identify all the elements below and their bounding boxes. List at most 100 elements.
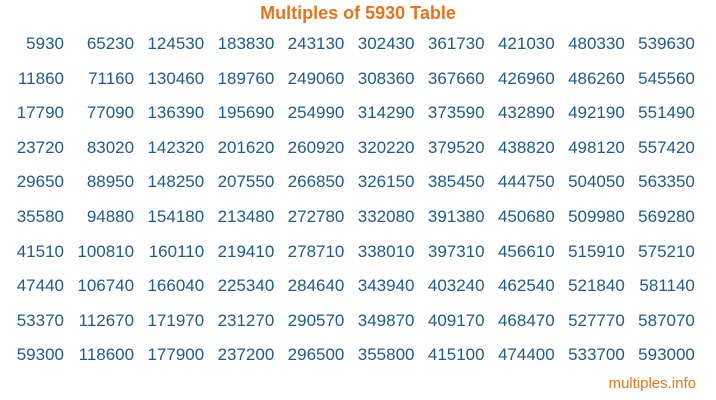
table-cell: 332080 — [357, 207, 415, 226]
table-cell: 444750 — [497, 172, 555, 192]
table-cell: 237200 — [217, 345, 275, 365]
table-cell: 249060 — [287, 68, 345, 88]
table-cell: 213480 — [217, 207, 275, 226]
table-cell: 450680 — [497, 207, 555, 226]
site-link[interactable]: multiples.info — [608, 375, 696, 392]
table-cell: 284640 — [287, 276, 345, 296]
table-cell: 195690 — [217, 103, 275, 123]
table-cell: 71160 — [88, 68, 135, 88]
table-cell: 539630 — [638, 34, 695, 53]
table-cell: 432890 — [497, 103, 555, 123]
table-cell: 219410 — [217, 241, 275, 261]
table-cell: 154180 — [147, 207, 205, 226]
table-cell: 593000 — [638, 345, 695, 365]
table-cell: 569280 — [638, 207, 695, 226]
table-cell: 480330 — [568, 34, 625, 53]
table-cell: 112670 — [78, 310, 135, 330]
table-cell: 207550 — [217, 172, 275, 192]
table-cell: 254990 — [287, 103, 345, 123]
table-cell: 551490 — [638, 103, 695, 123]
table-cell: 17790 — [16, 103, 64, 123]
table-cell: 106740 — [77, 276, 135, 296]
table-cell: 308360 — [357, 68, 415, 88]
table-cell: 581140 — [639, 276, 695, 296]
table-cell: 468470 — [497, 310, 555, 330]
table-cell: 338010 — [357, 241, 415, 261]
table-cell: 302430 — [357, 34, 415, 53]
table-cell: 426960 — [497, 68, 555, 88]
table-cell: 326150 — [357, 172, 415, 192]
table-cell: 373590 — [427, 103, 485, 123]
table-cell: 272780 — [287, 207, 345, 226]
table-cell: 59300 — [16, 345, 64, 365]
table-cell: 314290 — [357, 103, 415, 123]
table-cell: 142320 — [147, 137, 205, 157]
table-cell: 171970 — [147, 310, 205, 330]
table-cell: 355800 — [357, 345, 415, 365]
table-cell: 391380 — [427, 207, 485, 226]
table-cell: 201620 — [217, 137, 275, 157]
table-cell: 266850 — [287, 172, 345, 192]
table-cell: 35580 — [16, 207, 64, 226]
table-cell: 243130 — [287, 34, 345, 53]
table-cell: 438820 — [497, 137, 555, 157]
table-cell: 415100 — [427, 345, 485, 365]
table-cell: 124530 — [147, 34, 205, 53]
page-title: Multiples of 5930 Table — [260, 3, 456, 23]
table-cell: 65230 — [86, 34, 135, 53]
table-cell: 527770 — [568, 310, 625, 330]
table-cell: 509980 — [568, 207, 625, 226]
table-cell: 130460 — [147, 68, 205, 88]
table-cell: 367660 — [427, 68, 485, 88]
table-cell: 515910 — [568, 241, 625, 261]
table-cell: 474400 — [497, 345, 555, 365]
table-cell: 225340 — [217, 276, 275, 296]
table-cell: 11860 — [17, 68, 64, 88]
table-cell: 148250 — [147, 172, 205, 192]
table-cell: 486260 — [568, 68, 625, 88]
table-cell: 83020 — [86, 137, 135, 157]
table-cell: 563350 — [638, 172, 695, 192]
table-cell: 296500 — [287, 345, 345, 365]
table-cell: 290570 — [287, 310, 345, 330]
table-cell: 160110 — [148, 241, 205, 261]
table-cell: 29650 — [16, 172, 64, 192]
table-cell: 278710 — [287, 241, 345, 261]
table-cell: 379520 — [427, 137, 485, 157]
table-cell: 349870 — [357, 310, 415, 330]
table-cell: 166040 — [147, 276, 205, 296]
table-cell: 403240 — [427, 276, 485, 296]
table-cell: 88950 — [86, 172, 135, 192]
table-cell: 361730 — [427, 34, 485, 53]
table-cell: 320220 — [357, 137, 415, 157]
table-cell: 118600 — [78, 345, 135, 365]
table-cell: 94880 — [86, 207, 135, 226]
table-cell: 77090 — [86, 103, 135, 123]
table-cell: 575210 — [638, 241, 695, 261]
table-cell: 23720 — [16, 137, 64, 157]
table-cell: 545560 — [638, 68, 695, 88]
table-cell: 343940 — [357, 276, 415, 296]
table-cell: 53370 — [16, 310, 64, 330]
table-cell: 557420 — [638, 137, 695, 157]
table-cell: 260920 — [287, 137, 345, 157]
table-cell: 421030 — [497, 34, 555, 53]
table-cell: 5930 — [26, 34, 64, 53]
table-cell: 521840 — [568, 276, 625, 296]
table-cell: 100810 — [77, 241, 135, 261]
table-cell: 47440 — [16, 276, 64, 296]
table-cell: 231270 — [217, 310, 275, 330]
table-cell: 462540 — [497, 276, 555, 296]
table-cell: 504050 — [568, 172, 625, 192]
table-cell: 587070 — [638, 310, 695, 330]
table-cell: 41510 — [16, 241, 64, 261]
table-cell: 136390 — [147, 103, 205, 123]
table-cell: 492190 — [568, 103, 625, 123]
table-cell: 385450 — [427, 172, 485, 192]
table-cell: 183830 — [217, 34, 275, 53]
table-cell: 533700 — [568, 345, 625, 365]
table-cell: 397310 — [427, 241, 485, 261]
table-cell: 456610 — [497, 241, 555, 261]
table-cell: 498120 — [568, 137, 625, 157]
table-cell: 177900 — [147, 345, 205, 365]
